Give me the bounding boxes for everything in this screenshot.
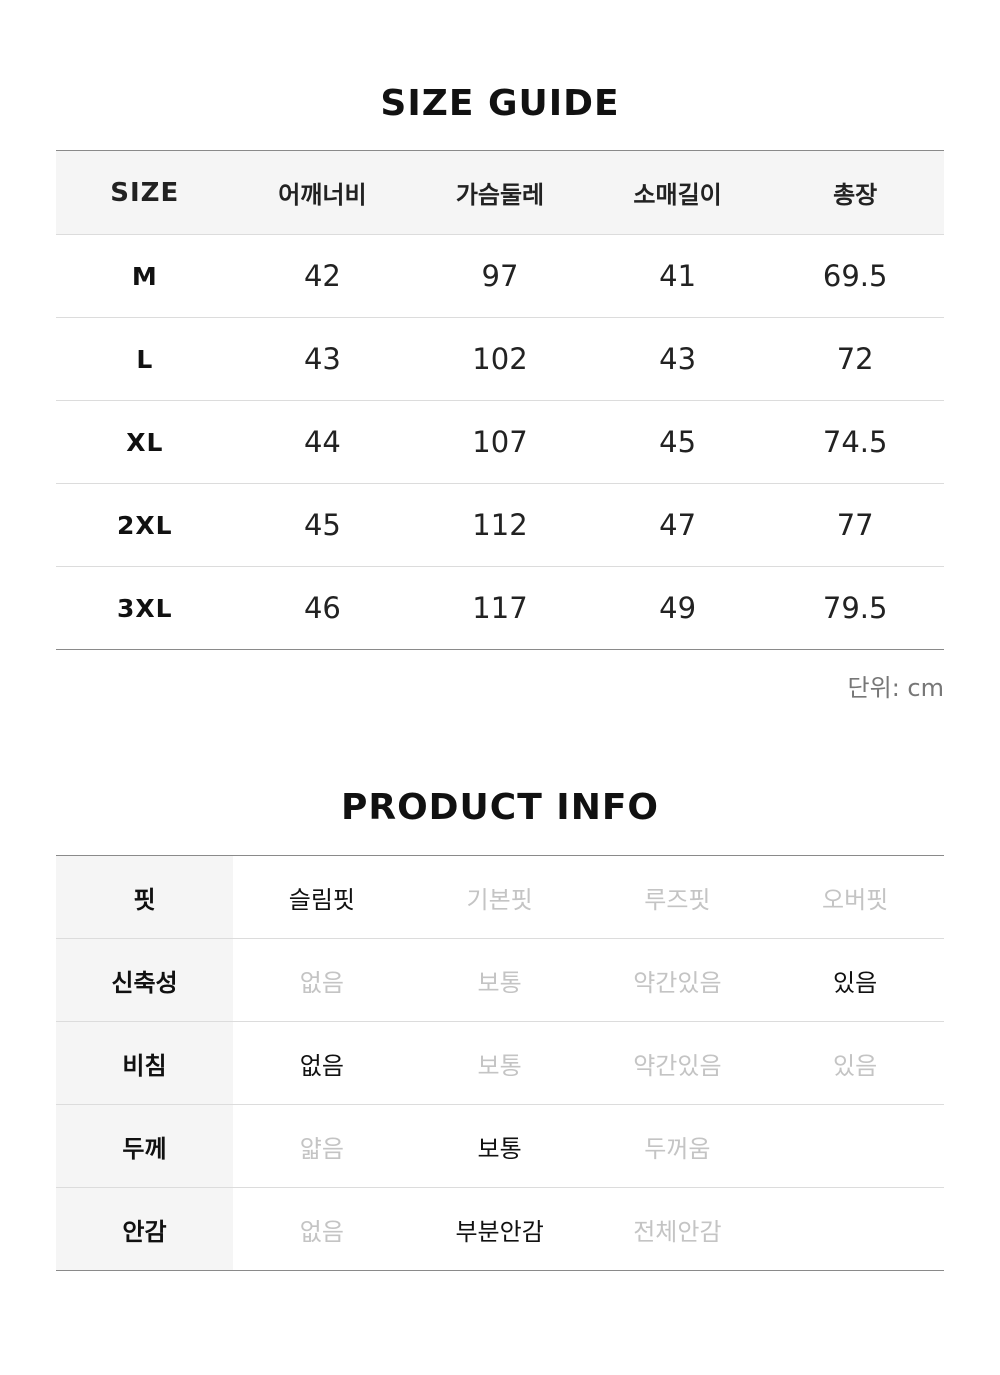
col-header-chest: 가슴둘레 <box>411 150 589 235</box>
size-table-header-row: SIZE 어깨너비 가슴둘레 소매길이 총장 <box>56 150 944 235</box>
empty-option-cell <box>766 1188 944 1271</box>
unit-note: 단위: cm <box>847 674 944 702</box>
info-row-label: 신축성 <box>56 938 233 1022</box>
selected-option: 없음 <box>233 1021 411 1105</box>
unselected-option: 얇음 <box>233 1104 411 1188</box>
col-header-size: SIZE <box>56 150 234 235</box>
shoulder-value: 45 <box>233 483 412 567</box>
unselected-option: 있음 <box>766 1021 944 1105</box>
unselected-option: 없음 <box>233 938 411 1022</box>
info-row: 두께 얇음 보통 두꺼움 <box>56 1104 944 1188</box>
unselected-option: 약간있음 <box>588 1021 767 1105</box>
info-row-label: 비침 <box>56 1021 233 1105</box>
unselected-option: 보통 <box>410 1021 589 1105</box>
info-row: 비침 없음 보통 약간있음 있음 <box>56 1021 944 1105</box>
info-row-label: 핏 <box>56 855 233 939</box>
info-row: 신축성 없음 보통 약간있음 있음 <box>56 938 944 1022</box>
length-value: 74.5 <box>766 400 944 484</box>
size-label: L <box>56 317 234 401</box>
info-row: 안감 없음 부분안감 전체안감 <box>56 1187 944 1271</box>
size-label: XL <box>56 400 234 484</box>
col-header-length: 총장 <box>766 150 944 235</box>
chest-value: 117 <box>472 591 528 625</box>
empty-option-cell <box>766 1104 944 1188</box>
selected-option: 있음 <box>766 938 944 1022</box>
info-row-label: 두께 <box>56 1104 233 1188</box>
length-value: 79.5 <box>822 591 888 625</box>
chest-value: 102 <box>411 317 589 401</box>
unselected-option: 없음 <box>299 1217 344 1246</box>
length-value: 69.5 <box>766 234 944 318</box>
unselected-option: 오버핏 <box>766 855 944 939</box>
unselected-option: 루즈핏 <box>588 855 767 939</box>
size-guide-table: SIZE 어깨너비 가슴둘레 소매길이 총장 M 42 97 41 69.5 L… <box>56 150 944 650</box>
shoulder-value: 46 <box>303 591 341 625</box>
size-label: 2XL <box>56 483 234 567</box>
info-row-label: 안감 <box>56 1187 233 1271</box>
col-header-shoulder: 어깨너비 <box>233 150 412 235</box>
chest-value: 112 <box>411 483 589 567</box>
unselected-option: 보통 <box>410 938 589 1022</box>
table-row: 2XL 45 112 47 77 <box>56 483 944 567</box>
chest-value: 107 <box>411 400 589 484</box>
selected-option: 보통 <box>410 1104 589 1188</box>
size-label: M <box>56 234 234 318</box>
shoulder-value: 43 <box>233 317 412 401</box>
selected-option: 슬림핏 <box>233 855 411 939</box>
length-value: 77 <box>766 483 944 567</box>
table-row: M 42 97 41 69.5 <box>56 234 944 318</box>
col-header-sleeve: 소매길이 <box>588 150 767 235</box>
product-info-title: PRODUCT INFO <box>340 787 660 828</box>
unselected-option: 전체안감 <box>633 1217 722 1246</box>
info-row: 핏 슬림핏 기본핏 루즈핏 오버핏 <box>56 855 944 939</box>
table-row: XL 44 107 45 74.5 <box>56 400 944 484</box>
chest-value: 97 <box>411 234 589 318</box>
table-row: L 43 102 43 72 <box>56 317 944 401</box>
selected-option: 부분안감 <box>455 1217 544 1246</box>
product-info-table: 핏 슬림핏 기본핏 루즈핏 오버핏 신축성 없음 보통 약간있음 있음 비침 없음 보통 약간있음 있음 두께… <box>56 855 944 1271</box>
sleeve-value: 47 <box>588 483 767 567</box>
size-guide-title: SIZE GUIDE <box>380 83 620 124</box>
sleeve-value: 49 <box>659 591 697 625</box>
sleeve-value: 45 <box>588 400 767 484</box>
unselected-option: 기본핏 <box>410 855 589 939</box>
unselected-option: 약간있음 <box>588 938 767 1022</box>
size-label: 3XL <box>116 593 173 623</box>
table-row: 3XL 46 117 49 79.5 <box>56 567 944 650</box>
sleeve-value: 43 <box>588 317 767 401</box>
sleeve-value: 41 <box>588 234 767 318</box>
length-value: 72 <box>766 317 944 401</box>
shoulder-value: 42 <box>233 234 412 318</box>
unselected-option: 두꺼움 <box>588 1104 767 1188</box>
shoulder-value: 44 <box>233 400 412 484</box>
